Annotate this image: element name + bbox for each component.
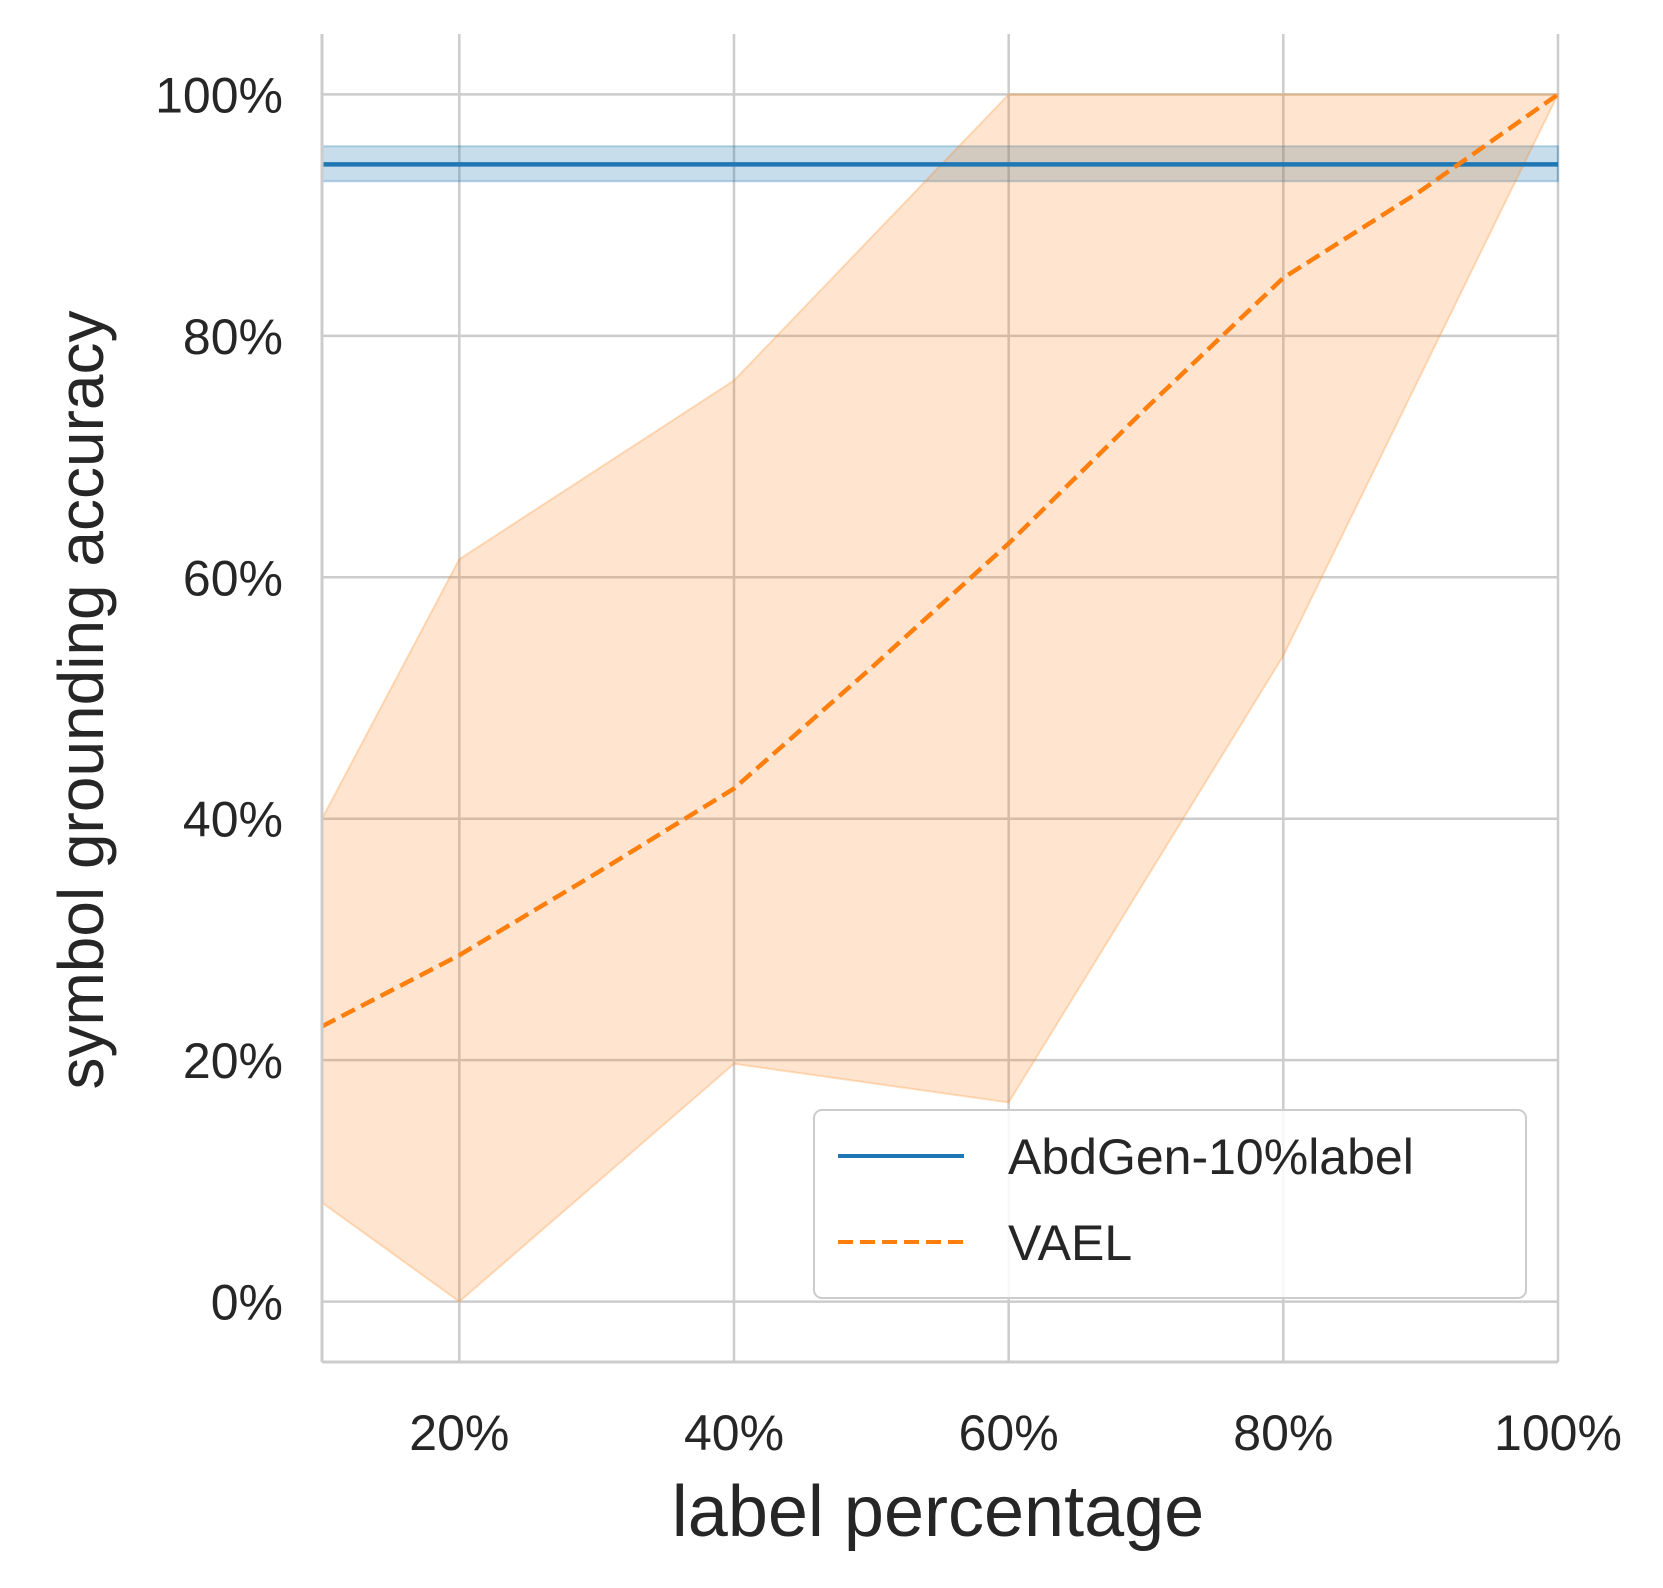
y-tick-labels: 0% 20% 40% 60% 80% 100% [155, 67, 283, 1330]
y-tick-label-4: 80% [183, 309, 283, 365]
legend-label-abdgen: AbdGen-10%label [1008, 1129, 1414, 1185]
x-tick-labels: 20% 40% 60% 80% 100% [409, 1405, 1622, 1461]
x-tick-label-1: 40% [684, 1405, 784, 1461]
x-tick-label-4: 100% [1494, 1405, 1622, 1461]
series-lines [320, 92, 1560, 1029]
x-tick-label-3: 80% [1233, 1405, 1333, 1461]
legend: AbdGen-10%label VAEL [813, 1109, 1527, 1299]
y-axis-title: symbol grounding accuracy [45, 310, 117, 1089]
x-tick-label-0: 20% [409, 1405, 509, 1461]
x-tick-label-2: 60% [959, 1405, 1059, 1461]
series-line-1 [320, 92, 1560, 1029]
y-tick-label-3: 60% [183, 550, 283, 606]
band-1 [321, 93, 1560, 1303]
grid [322, 34, 1560, 1362]
y-tick-label-0: 0% [211, 1275, 283, 1331]
y-tick-label-2: 40% [183, 792, 283, 848]
legend-label-vael: VAEL [1008, 1215, 1132, 1271]
axes-spines [320, 34, 1558, 1364]
y-tick-label-1: 20% [183, 1033, 283, 1089]
legend-box [813, 1109, 1527, 1299]
x-axis-title: label percentage [672, 1472, 1204, 1552]
y-tick-label-5: 100% [155, 67, 283, 123]
